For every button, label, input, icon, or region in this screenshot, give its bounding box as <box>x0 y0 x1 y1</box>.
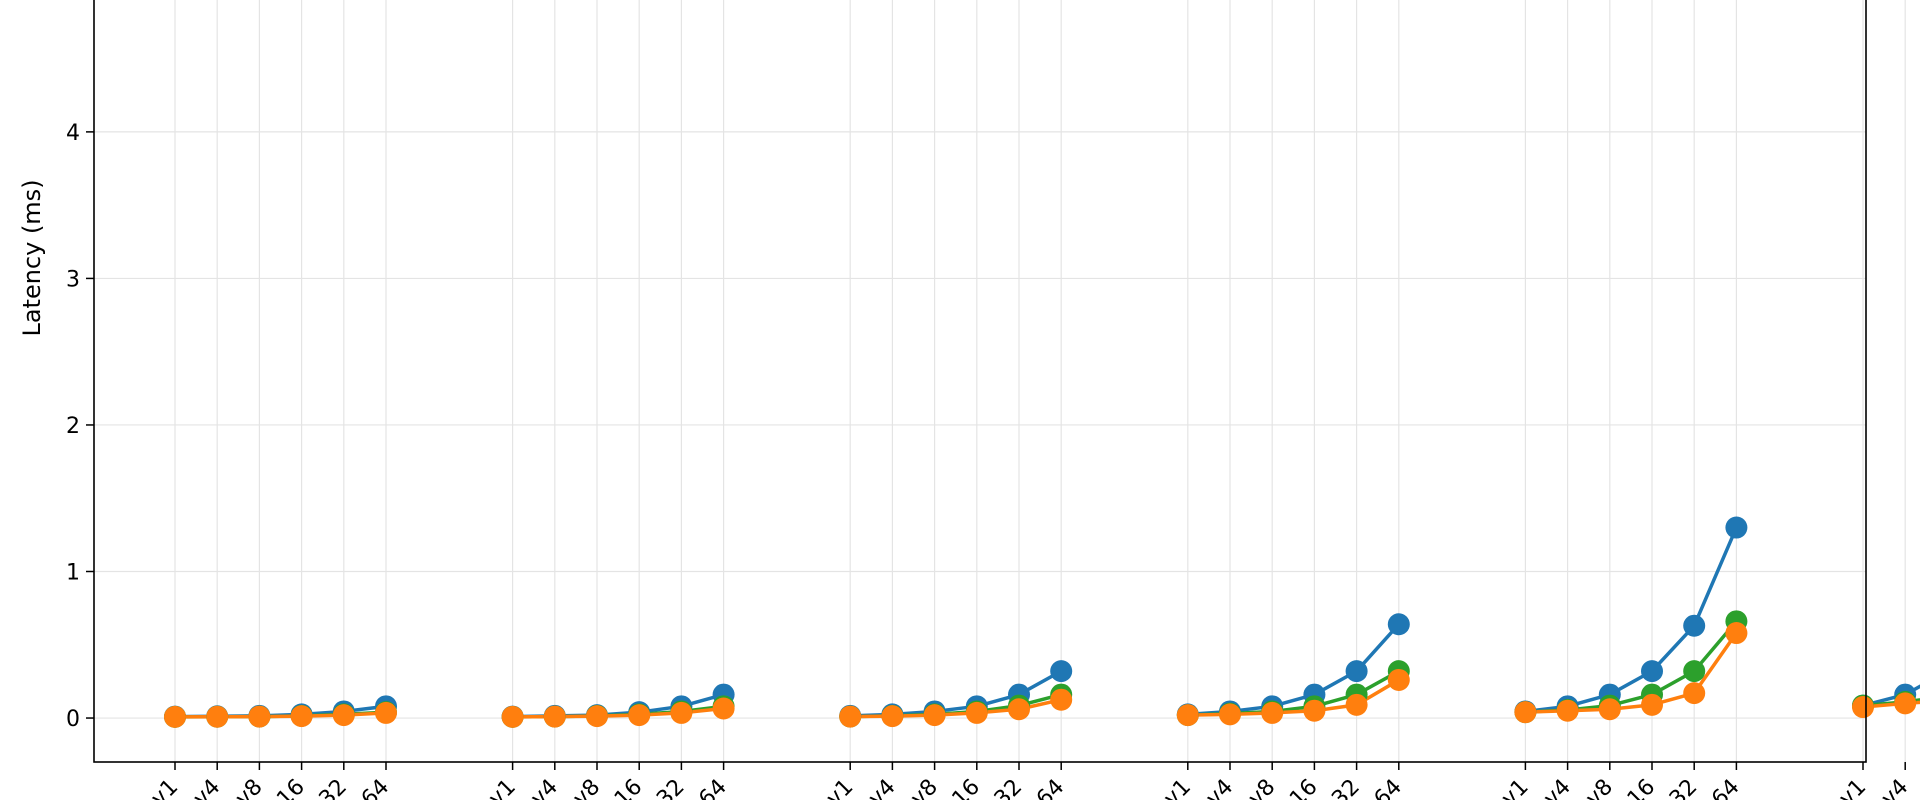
data-point <box>1176 704 1199 727</box>
data-point <box>1683 682 1706 705</box>
data-point <box>1641 660 1663 683</box>
series-lines <box>174 526 1920 719</box>
series-line <box>1862 700 1920 709</box>
x-tick-label: v1 <box>1159 775 1196 800</box>
data-point <box>1219 703 1241 726</box>
x-tick-label: 32 <box>990 775 1027 800</box>
x-tick-label: 16 <box>1285 775 1322 800</box>
x-tick-label: 64 <box>1707 775 1744 800</box>
x-tick-label: v1 <box>822 775 859 800</box>
data-point <box>1598 698 1621 721</box>
data-point <box>1852 696 1874 719</box>
x-tick-label: v4 <box>864 775 901 800</box>
data-point <box>501 705 524 728</box>
data-point <box>1556 699 1579 722</box>
y-tick-label: 3 <box>66 267 80 292</box>
x-tick-label: 32 <box>652 775 689 800</box>
x-tick-label: 16 <box>272 775 309 800</box>
x-tick-label: v1 <box>484 775 521 800</box>
data-point <box>332 704 355 727</box>
data-point <box>1641 693 1663 716</box>
data-point <box>881 705 904 728</box>
x-tick-label: 32 <box>315 775 352 800</box>
x-tick-label: v1 <box>1834 775 1871 800</box>
data-point <box>1387 668 1410 691</box>
data-point <box>1387 613 1410 636</box>
data-point <box>290 705 313 728</box>
series-line <box>1862 698 1920 708</box>
x-tick-label: 64 <box>357 775 394 800</box>
x-tick-label: 32 <box>1665 775 1702 800</box>
data-point <box>586 705 608 728</box>
x-tick-label: 64 <box>694 775 731 800</box>
x-tick-label: v4 <box>1539 775 1576 800</box>
y-tick-label: 1 <box>66 561 80 586</box>
data-point <box>164 705 186 728</box>
data-point <box>628 704 651 727</box>
data-point <box>1894 692 1917 715</box>
data-point <box>1050 660 1073 683</box>
series-line <box>1525 526 1739 714</box>
data-point <box>965 701 988 724</box>
x-tick-label: 16 <box>1623 775 1660 800</box>
x-tick-label: v1 <box>146 775 183 800</box>
x-tick-label: 16 <box>948 775 985 800</box>
data-point <box>375 701 397 724</box>
y-axis-label: Latency (ms) <box>18 179 46 336</box>
x-tick-label: v8 <box>231 775 268 800</box>
data-point <box>1345 693 1368 716</box>
data-point <box>1725 622 1748 645</box>
grid <box>94 0 1906 762</box>
data-point <box>923 704 946 727</box>
x-tick-label: 32 <box>1327 775 1364 800</box>
x-tick-label: v4 <box>1877 775 1914 800</box>
data-point <box>1683 614 1706 637</box>
data-point <box>248 705 271 728</box>
x-tick-label: 64 <box>1370 775 1407 800</box>
data-point <box>1008 698 1030 721</box>
data-point <box>670 701 693 724</box>
data-point <box>712 697 735 720</box>
x-tick-label: v8 <box>1581 775 1618 800</box>
x-tick-label: v4 <box>526 775 563 800</box>
data-point <box>1683 660 1706 683</box>
x-tick-label: 64 <box>1032 775 1069 800</box>
x-tick-label: v4 <box>189 775 226 800</box>
x-tick-label: v8 <box>1244 775 1281 800</box>
data-point <box>1303 699 1326 722</box>
y-tick-label: 0 <box>66 707 80 732</box>
x-tick-label: v8 <box>568 775 605 800</box>
data-point <box>543 705 566 728</box>
y-tick-label: 4 <box>66 121 80 146</box>
x-tick-label: v8 <box>906 775 943 800</box>
data-point <box>1050 688 1073 711</box>
data-point <box>1345 660 1368 683</box>
data-point <box>1261 701 1284 724</box>
y-tick-label: 2 <box>66 414 80 439</box>
data-point <box>1514 701 1537 724</box>
series-line <box>1525 620 1738 714</box>
series-points <box>164 516 1917 728</box>
plot-frame <box>93 0 1867 763</box>
x-tick-label: v4 <box>1201 775 1238 800</box>
data-point <box>206 705 229 728</box>
data-point <box>1725 516 1748 539</box>
series-line <box>1862 684 1920 708</box>
x-tick-label: 16 <box>610 775 647 800</box>
x-tick-label: v1 <box>1497 775 1534 800</box>
data-point <box>839 705 862 728</box>
